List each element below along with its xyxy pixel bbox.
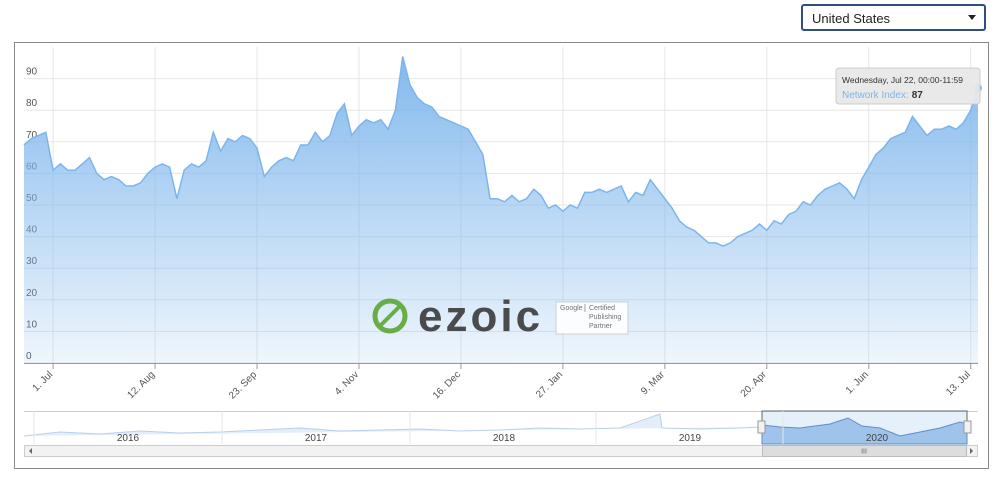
navigator-handle[interactable] <box>757 420 766 434</box>
navigator-year: 2017 <box>305 433 328 444</box>
scroll-left[interactable] <box>29 448 32 454</box>
y-tick-label: 70 <box>26 130 38 141</box>
y-tick-label: 80 <box>26 98 38 109</box>
dropdown-value: United States <box>812 11 891 26</box>
navigator-year: 2018 <box>493 433 516 444</box>
tooltip-box <box>835 67 981 105</box>
navigator-years: 2016 2017 2018 2019 2020 <box>33 411 889 444</box>
country-dropdown[interactable]: United States <box>801 4 986 31</box>
navigator-selected <box>761 417 968 445</box>
navigator-handle[interactable] <box>963 420 972 434</box>
tooltip-header: Wednesday, Jul 22, 00:00-11:59 <box>842 75 963 85</box>
badge-frame <box>555 301 629 335</box>
navigator-year: 2019 <box>679 433 702 444</box>
watermark: ezoic Google Certified Publishing Partne… <box>372 292 629 341</box>
logo-ring <box>372 298 408 334</box>
navigator-year: 2020 <box>866 433 889 444</box>
scrollbar-thumb[interactable] <box>762 445 967 457</box>
logo-slash <box>379 305 401 327</box>
badge-text: Partner <box>589 323 613 330</box>
badge-text: Google <box>560 305 583 312</box>
navigator: 2016 2017 2018 2019 2020 III <box>23 410 978 457</box>
watermark-brand: ezoic <box>418 292 543 341</box>
tooltip-value: 87 <box>912 90 924 101</box>
dropdown-caret <box>968 15 976 20</box>
navigator-history <box>23 413 763 437</box>
tooltip-body: Network Index: 87 <box>842 90 923 101</box>
line <box>23 56 979 247</box>
badge-text: Certified <box>589 305 615 312</box>
area <box>24 56 978 363</box>
tooltip: Wednesday, Jul 22, 00:00-11:59 Network I… <box>835 67 981 105</box>
scrollbar-track <box>24 445 978 457</box>
badge-text: Publishing <box>589 314 621 321</box>
navigator-year: 2016 <box>117 433 140 444</box>
scrollbar-grip: III <box>861 449 867 456</box>
scroll-right[interactable] <box>970 448 973 454</box>
tooltip-label: Network Index: <box>842 90 909 101</box>
y-tick-label: 90 <box>26 67 38 78</box>
